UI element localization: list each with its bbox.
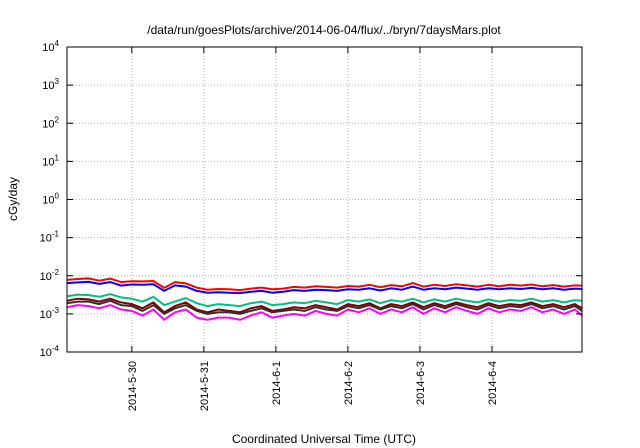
x-axis-label: Coordinated Universal Time (UTC) — [232, 432, 416, 446]
y-tick-label: 101 — [42, 153, 59, 168]
y-tick-label: 102 — [42, 115, 59, 130]
series-line-5 — [66, 299, 583, 315]
y-tick-label: 100 — [42, 192, 59, 207]
series-line-1 — [66, 277, 583, 292]
x-tick-label: 2014-5-31 — [199, 361, 211, 411]
x-tick-labels: 2014-5-30 2014-5-31 2014-6-1 2014-6-2 2014-6… — [127, 361, 499, 411]
y-tick-label: 10-3 — [40, 306, 60, 321]
series-layer — [66, 277, 583, 321]
series-line-3 — [66, 293, 583, 308]
x-tick-label: 2014-6-4 — [487, 361, 499, 405]
x-tick-label: 2014-6-3 — [415, 361, 427, 405]
chart-title: /data/run/goesPlots/archive/2014-06-04/f… — [147, 23, 501, 37]
x-tick-label: 2014-6-1 — [271, 361, 283, 405]
series-line-4 — [66, 297, 583, 314]
y-tick-label: 10-2 — [40, 268, 60, 283]
y-tick-label: 103 — [42, 77, 59, 92]
grid — [67, 47, 582, 352]
y-tick-label: 10-1 — [40, 230, 60, 245]
y-axis-label: cGy/day — [6, 177, 20, 221]
x-tick-label: 2014-5-30 — [127, 361, 139, 411]
y-tick-labels: 10-4 10-3 10-2 10-1 100 101 102 103 104 — [40, 39, 60, 359]
series-line-2 — [66, 280, 583, 295]
x-tick-label: 2014-6-2 — [343, 361, 355, 405]
ticks — [67, 46, 582, 353]
y-tick-label: 104 — [42, 39, 59, 54]
series-line-6 — [66, 304, 583, 321]
y-tick-label: 10-4 — [40, 344, 60, 359]
